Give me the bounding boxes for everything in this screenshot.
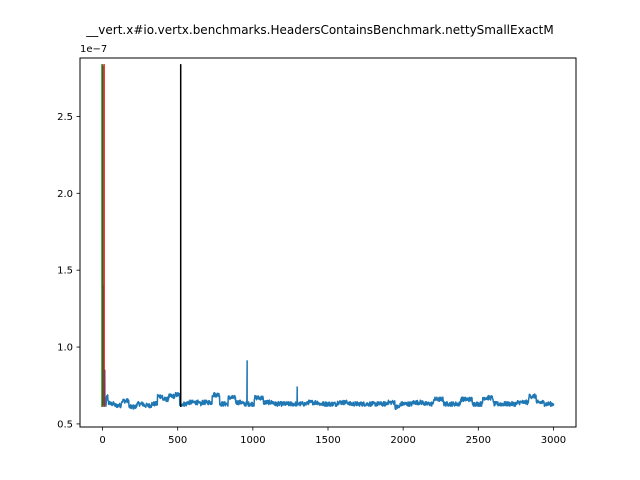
chart-title: __vert.x#io.vertx.benchmarks.HeadersCont… [85, 23, 553, 37]
x-tick-label: 1000 [240, 435, 265, 446]
series-layer [101, 65, 555, 411]
y-axis: 0.5 1.0 1.5 2.0 2.5 [57, 112, 80, 430]
x-tick-label: 0 [99, 435, 105, 446]
x-tick-label: 1500 [315, 435, 340, 446]
y-tick-label: 0.5 [57, 419, 73, 430]
y-tick-label: 1.0 [57, 343, 73, 354]
x-tick-label: 2500 [466, 435, 491, 446]
x-tick-label: 500 [168, 435, 187, 446]
x-tick-label: 3000 [541, 435, 566, 446]
plot-area [79, 57, 577, 428]
vertical-lines-layer [101, 64, 182, 408]
y-tick-label: 2.0 [57, 189, 73, 200]
x-tick-label: 2000 [390, 435, 415, 446]
axes-background [80, 58, 576, 427]
series-line [101, 65, 555, 411]
y-tick-label: 1.5 [57, 266, 73, 277]
y-offset-label: 1e−7 [80, 44, 107, 55]
y-tick-label: 2.5 [57, 112, 73, 123]
x-axis: 0 500 1000 1500 2000 2500 3000 [99, 427, 566, 446]
